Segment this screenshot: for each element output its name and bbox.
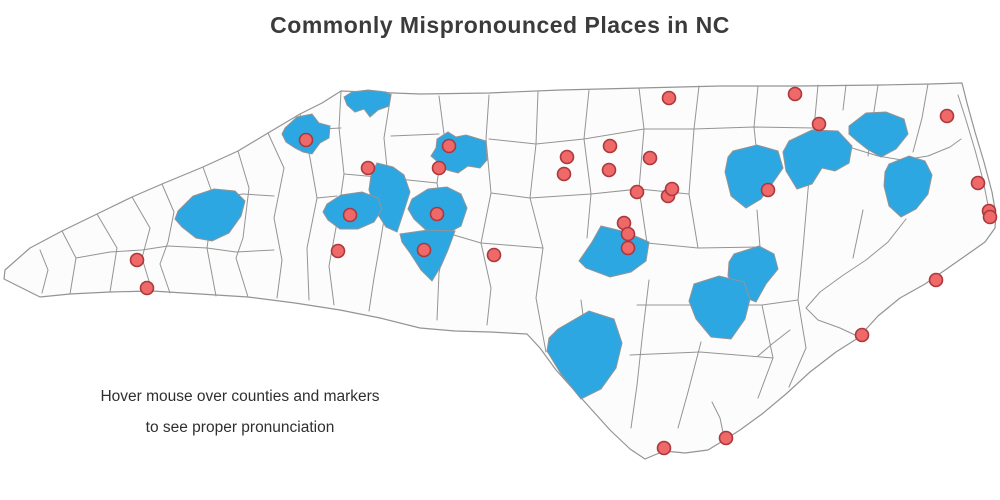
highlighted-county[interactable] <box>343 89 392 118</box>
page-title: Commonly Mispronounced Places in NC <box>270 12 730 38</box>
hover-instruction: Hover mouse over counties and markers to… <box>40 381 440 443</box>
highlighted-county[interactable] <box>883 155 933 218</box>
place-marker[interactable] <box>602 138 618 154</box>
place-marker[interactable] <box>854 327 870 343</box>
place-marker[interactable] <box>486 247 502 263</box>
place-marker[interactable] <box>431 160 447 176</box>
highlighted-county[interactable] <box>368 162 411 233</box>
highlighted-county[interactable] <box>546 310 623 400</box>
place-marker[interactable] <box>656 440 672 456</box>
place-marker[interactable] <box>928 272 944 288</box>
place-marker[interactable] <box>718 430 734 446</box>
place-marker[interactable] <box>939 108 955 124</box>
highlighted-county[interactable] <box>688 275 751 340</box>
place-marker[interactable] <box>661 90 677 106</box>
highlighted-county[interactable] <box>782 129 853 190</box>
place-marker[interactable] <box>342 207 358 223</box>
place-marker[interactable] <box>298 132 314 148</box>
place-marker[interactable] <box>139 280 155 296</box>
place-marker[interactable] <box>982 209 998 225</box>
place-marker[interactable] <box>441 138 457 154</box>
place-marker[interactable] <box>787 86 803 102</box>
highlighted-county[interactable] <box>724 144 784 209</box>
hover-instruction-line2: to see proper pronunciation <box>145 419 335 436</box>
place-marker[interactable] <box>760 182 776 198</box>
place-marker[interactable] <box>629 184 645 200</box>
highlighted-county[interactable] <box>848 111 909 158</box>
place-marker[interactable] <box>601 162 617 178</box>
place-marker[interactable] <box>129 252 145 268</box>
place-marker[interactable] <box>429 206 445 222</box>
place-marker[interactable] <box>970 175 986 191</box>
place-marker[interactable] <box>360 160 376 176</box>
place-marker[interactable] <box>620 226 636 242</box>
place-marker[interactable] <box>330 243 346 259</box>
place-marker[interactable] <box>642 150 658 166</box>
place-marker[interactable] <box>811 116 827 132</box>
place-marker[interactable] <box>664 181 680 197</box>
place-marker[interactable] <box>556 166 572 182</box>
place-marker[interactable] <box>416 242 432 258</box>
highlighted-counties-layer <box>174 89 933 400</box>
highlighted-county[interactable] <box>174 188 246 242</box>
place-marker[interactable] <box>620 240 636 256</box>
hover-instruction-line1: Hover mouse over counties and markers <box>100 388 380 405</box>
place-marker[interactable] <box>559 149 575 165</box>
markers-layer <box>129 86 998 456</box>
